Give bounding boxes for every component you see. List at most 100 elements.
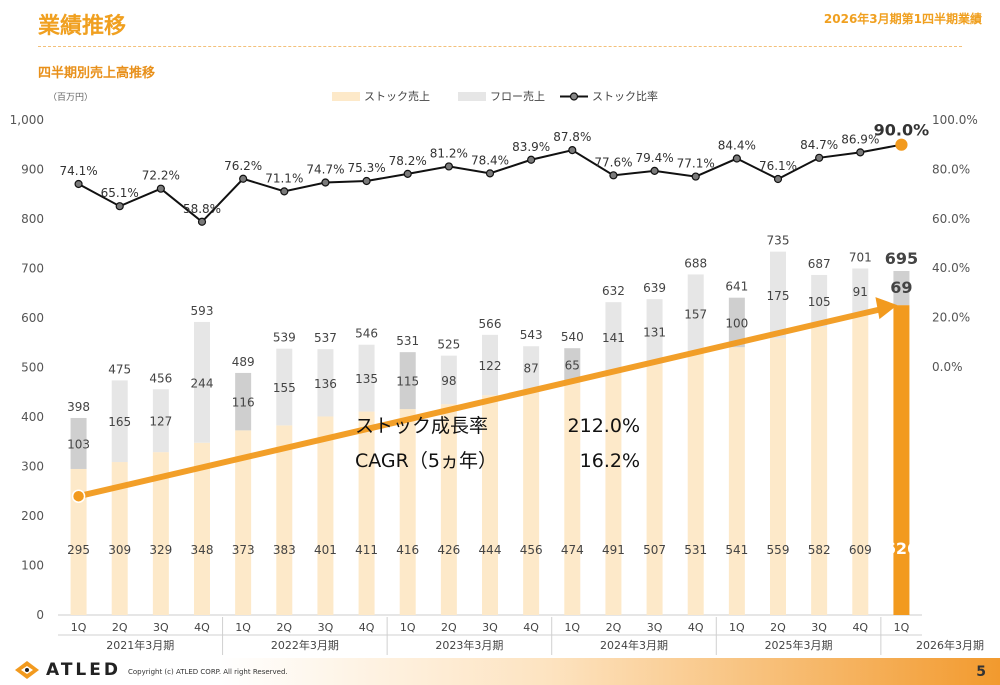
legend-stock-ratio-marker xyxy=(569,92,579,101)
flow-value-label: 100 xyxy=(725,316,748,330)
total-value-label: 537 xyxy=(314,331,337,345)
x-tick-label: 1Q xyxy=(71,621,87,634)
x-tick-label: 4Q xyxy=(523,621,539,634)
flow-bar xyxy=(482,334,498,396)
flow-bar xyxy=(605,302,622,372)
stock-ratio-label: 86.9% xyxy=(841,132,879,146)
flow-bar xyxy=(152,389,169,453)
flow-value-label: 135 xyxy=(355,372,378,386)
x-tick-label: 2Q xyxy=(770,621,786,634)
annotation-label: CAGR（5ヵ年） xyxy=(355,450,497,472)
stock-ratio-label: 58.8% xyxy=(183,202,221,216)
page-title: 業績推移 xyxy=(38,14,127,39)
stock-value-label: 507 xyxy=(643,543,666,557)
stock-value-label: 541 xyxy=(725,543,748,557)
x-tick-label: 4Q xyxy=(194,621,210,634)
flow-bar xyxy=(811,274,828,327)
fiscal-group-label: 2022年3月期 xyxy=(271,638,339,652)
stock-bar xyxy=(399,409,416,615)
flow-value-label: 122 xyxy=(479,359,502,373)
flow-value-label: 98 xyxy=(441,374,456,388)
flow-bar xyxy=(358,344,375,412)
x-tick-label: 2Q xyxy=(441,621,457,634)
x-tick-label: 3Q xyxy=(647,621,663,634)
stock-value-label: 329 xyxy=(149,543,172,557)
total-value-label: 546 xyxy=(355,327,378,341)
stock-bar xyxy=(687,352,704,615)
flow-bar xyxy=(770,251,786,339)
stock-ratio-point xyxy=(856,148,865,157)
total-value-label: 695 xyxy=(885,249,918,268)
stock-value-label: 348 xyxy=(191,543,214,557)
y-left-tick-label: 0 xyxy=(36,608,44,622)
company-logo: ATLED xyxy=(14,660,121,680)
total-value-label: 539 xyxy=(273,331,296,345)
stock-value-label: 444 xyxy=(479,543,502,557)
flow-value-label: 141 xyxy=(602,331,625,345)
flow-bar xyxy=(523,346,540,390)
stock-value-label: 559 xyxy=(767,543,790,557)
flow-bar xyxy=(70,417,87,469)
y-axis-unit-label: （百万円） xyxy=(48,92,93,103)
total-value-label: 566 xyxy=(479,317,502,331)
stock-ratio-point xyxy=(156,184,165,193)
y-left-tick-label: 400 xyxy=(21,410,44,424)
quarterly-sales-chart: （百万円） ストック売上 フロー売上 ストック比率 0 100 200 300 400 500 60… xyxy=(10,89,984,655)
legend-flow-label: フロー売上 xyxy=(490,90,545,103)
footer-gradient-bar xyxy=(0,658,1000,685)
total-value-label: 456 xyxy=(149,371,172,385)
y-left-tick-label: 600 xyxy=(21,311,44,325)
x-tick-label: 1Q xyxy=(235,621,251,634)
stock-ratio-point xyxy=(609,171,618,180)
stock-ratio-point xyxy=(895,138,908,151)
flow-bar xyxy=(235,372,252,431)
page-number: 5 xyxy=(976,664,986,680)
y-left-tick-label: 1,000 xyxy=(10,113,44,127)
annotation-value: 212.0% xyxy=(568,415,640,437)
legend-stock-swatch xyxy=(332,92,360,101)
x-tick-label: 4Q xyxy=(359,621,375,634)
stock-ratio-label: 87.8% xyxy=(553,130,591,144)
fiscal-group-label: 2021年3月期 xyxy=(106,638,174,652)
stock-ratio-label: 74.7% xyxy=(306,162,344,176)
stock-value-label: 582 xyxy=(808,543,831,557)
x-tick-label: 3Q xyxy=(482,621,498,634)
stock-bar xyxy=(728,347,745,615)
stock-ratio-label: 77.1% xyxy=(677,157,715,171)
stock-ratio-point xyxy=(815,153,824,162)
flow-value-label: 105 xyxy=(808,295,831,309)
stock-ratio-label: 84.4% xyxy=(718,139,756,153)
growth-arrow-line xyxy=(75,306,885,500)
flow-bar xyxy=(646,299,663,365)
stock-value-label: 295 xyxy=(67,543,90,557)
stock-ratio-label: 83.9% xyxy=(512,140,550,154)
flow-value-label: 127 xyxy=(149,415,172,429)
flow-value-label: 87 xyxy=(524,362,539,376)
stock-ratio-label: 78.2% xyxy=(389,154,427,168)
stock-bar xyxy=(235,430,252,615)
stock-bar xyxy=(111,462,128,615)
stock-ratio-point xyxy=(280,187,289,196)
flow-bar xyxy=(399,352,416,410)
total-value-label: 687 xyxy=(808,257,831,271)
total-value-label: 735 xyxy=(767,234,790,248)
flow-bar xyxy=(852,268,869,314)
stock-ratio-label: 81.2% xyxy=(430,146,468,160)
x-tick-label: 2Q xyxy=(112,621,128,634)
stock-bar xyxy=(358,411,375,615)
total-value-label: 489 xyxy=(232,355,255,369)
flow-value-label: 244 xyxy=(191,376,214,390)
stock-value-label: 456 xyxy=(520,543,543,557)
y-left-tick-label: 200 xyxy=(21,509,44,523)
stock-ratio-point xyxy=(115,202,124,211)
stock-ratio-label: 71.1% xyxy=(265,171,303,185)
legend-stock-ratio-label: ストック比率 xyxy=(592,89,658,103)
stock-ratio-point xyxy=(362,176,371,186)
stock-ratio-label: 78.4% xyxy=(471,153,509,167)
total-value-label: 475 xyxy=(108,362,131,376)
stock-value-label: 401 xyxy=(314,543,337,557)
x-tick-label: 4Q xyxy=(852,621,868,634)
x-tick-label: 1Q xyxy=(729,621,745,634)
stock-ratio-point xyxy=(568,146,577,155)
stock-ratio-label: 75.3% xyxy=(348,161,386,175)
